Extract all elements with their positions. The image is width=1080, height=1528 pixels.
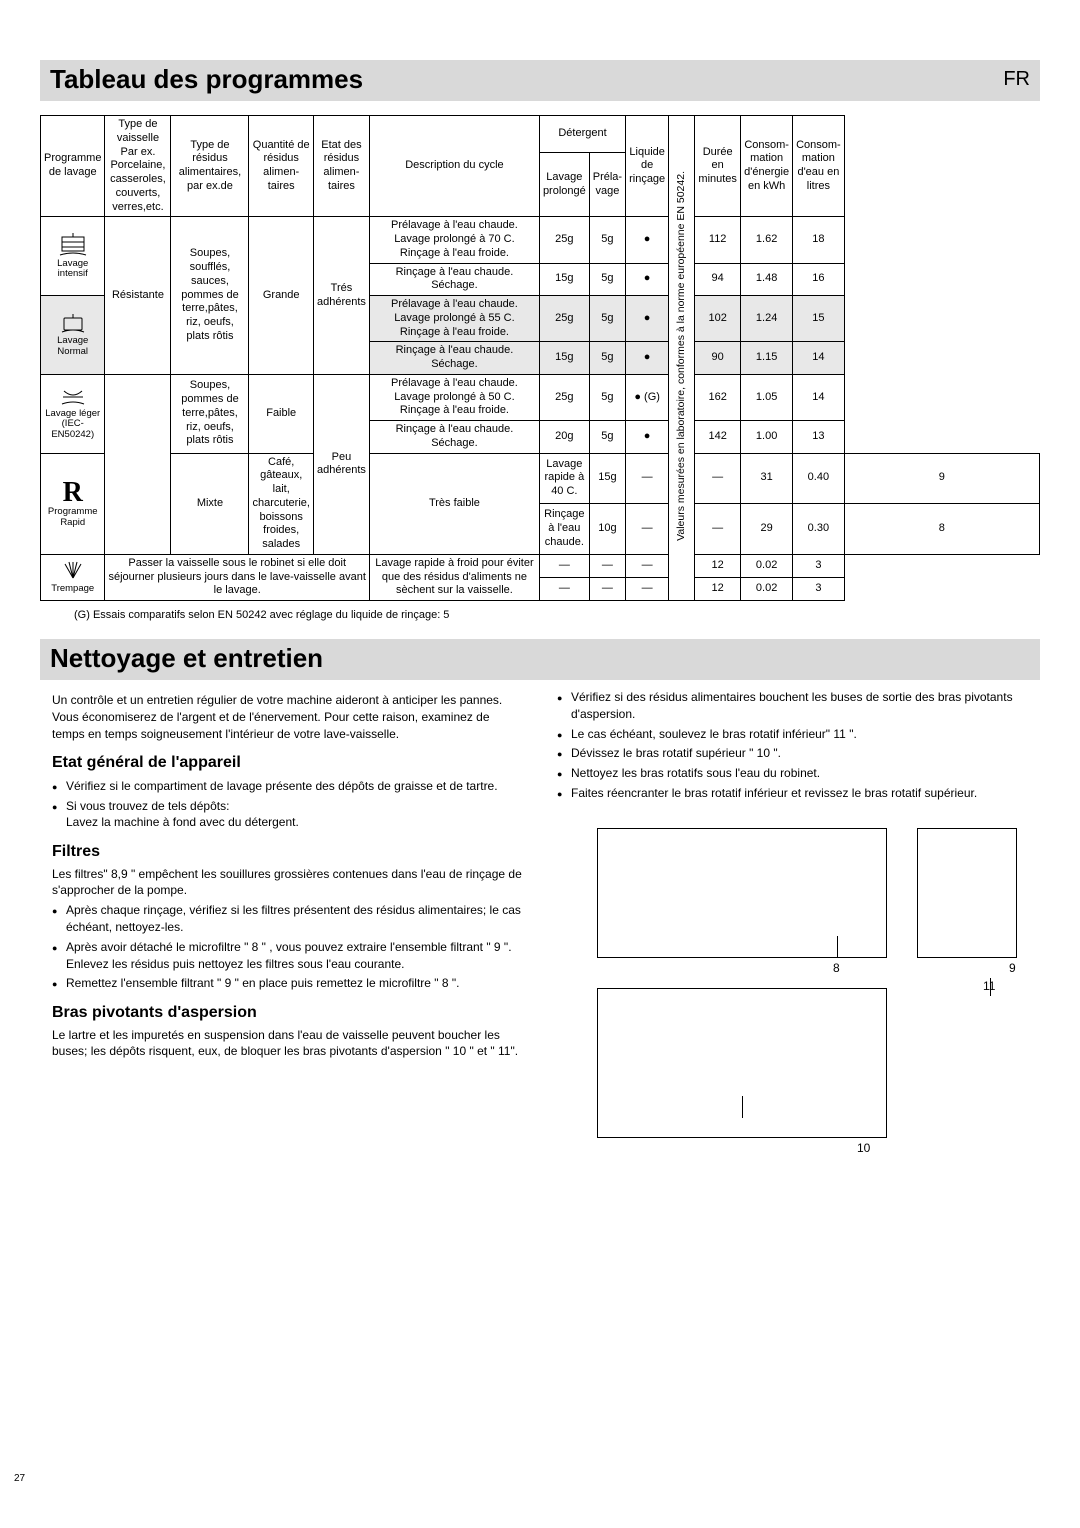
h-bras: Bras pivotants d'aspersion [52, 1002, 523, 1024]
th-eau: Consom- mation d'eau en litres [793, 116, 845, 217]
th-state: Etat des résidus alimen- taires [313, 116, 369, 217]
list-item: Remettez l'ensemble filtrant " 9 " en pl… [66, 975, 523, 992]
title-cleaning: Nettoyage et entretien [50, 643, 323, 674]
label-9: 9 [1009, 960, 1016, 977]
th-liq: Liquide de rinçage [626, 116, 669, 217]
diagram-box-8 [597, 828, 887, 958]
th-en: Consom- mation d'énergie en kWh [741, 116, 793, 217]
state-tres: Trés adhérents [313, 217, 369, 375]
desc-g: Lavage rapide à 40 C. [539, 453, 589, 504]
table-row: Trempage Passer la vaisselle sous le rob… [41, 554, 1040, 577]
section-header-programs: Tableau des programmes FR [40, 60, 1040, 101]
th-lav: Lavage prolongé [539, 153, 589, 217]
pot-icon [59, 312, 87, 334]
prog-normal: Lavage Normal [41, 296, 105, 375]
list-item: Si vous trouvez de tels dépôts: Lavez la… [66, 798, 523, 832]
footnote: (G) Essais comparatifs selon EN 50242 av… [74, 609, 1040, 621]
qty-tfaible: Très faible [369, 453, 539, 554]
list-item: Après avoir détaché le microfiltre " 8 "… [66, 939, 523, 973]
table-row: Lavage intensif Résistante Soupes, souff… [41, 217, 1040, 263]
th-qty: Quantité de résidus alimen- taires [249, 116, 313, 217]
intro-text: Un contrôle et un entretien régulier de … [52, 692, 523, 742]
bras-p: Le lartre et les impuretés en suspension… [52, 1027, 523, 1061]
qty-faible: Faible [249, 374, 313, 453]
dot-icon [644, 430, 651, 442]
res-b: Soupes, pommes de terre,pâtes, riz, oeuf… [171, 374, 249, 453]
dash-icon [602, 582, 613, 594]
list-item: Nettoyez les bras rotatifs sous l'eau du… [571, 765, 1028, 782]
type-mixte: Mixte [171, 453, 249, 554]
type-resistante: Résistante [105, 217, 171, 375]
label-8: 8 [833, 960, 840, 977]
dash-icon [642, 559, 653, 571]
desc-a: Prélavage à l'eau chaude. Lavage prolong… [369, 217, 539, 263]
dot-icon [644, 312, 651, 324]
list-item: Vérifiez si le compartiment de lavage pr… [66, 778, 523, 795]
th-prog: Programme de lavage [41, 116, 105, 217]
desc-c: Prélavage à l'eau chaude. Lavage prolong… [369, 296, 539, 342]
dash-icon [642, 522, 653, 534]
dash-icon [712, 471, 723, 483]
list-item: Faites réencranter le bras rotatif infér… [571, 785, 1028, 802]
prog-leger: Lavage léger (IEC- EN50242) [41, 374, 105, 453]
dot-icon [644, 233, 651, 245]
res-c: Café, gâteaux, lait, charcuterie, boisso… [249, 453, 313, 554]
programs-table: Programme de lavage Type de vaisselle Pa… [40, 115, 1040, 601]
dot-icon [634, 391, 641, 403]
language-tag: FR [1003, 68, 1030, 91]
left-column: Un contrôle et un entretien régulier de … [52, 686, 523, 1148]
page-number: 27 [14, 1473, 25, 1484]
list-item: Le cas échéant, soulevez le bras rotatif… [571, 726, 1028, 743]
dash-icon [712, 522, 723, 534]
h-etat: Etat général de l'appareil [52, 752, 523, 774]
h-filtres: Filtres [52, 841, 523, 863]
filtres-p: Les filtres" 8,9 " empêchent les souillu… [52, 866, 523, 900]
list-item: Après chaque rinçage, vérifiez si les fi… [66, 902, 523, 936]
list-item: Dévissez le bras rotatif supérieur " 10 … [571, 745, 1028, 762]
dash-icon [602, 559, 613, 571]
desc-d: Rinçage à l'eau chaude. Séchage. [369, 342, 539, 375]
list-item: Vérifiez si des résidus alimentaires bou… [571, 689, 1028, 723]
th-desc: Description du cycle [369, 116, 539, 217]
th-res: Type de résidus alimentaires, par ex.de [171, 116, 249, 217]
th-pre: Préla- vage [589, 153, 625, 217]
section-header-cleaning: Nettoyage et entretien [40, 639, 1040, 680]
dot-icon [644, 351, 651, 363]
th-dur: Durée en minutes [695, 116, 741, 217]
title-programs: Tableau des programmes [50, 64, 363, 95]
desc-b: Rinçage à l'eau chaude. Séchage. [369, 263, 539, 296]
label-10: 10 [857, 1140, 870, 1157]
rapid-icon: R [63, 479, 83, 507]
state-peu: Peu adhérents [313, 374, 369, 554]
dash-icon [642, 582, 653, 594]
th-norm: Valeurs mesurées en laboratoire, conform… [669, 116, 695, 601]
prog-rapid: R Programme Rapid [41, 453, 105, 554]
th-det: Détergent [539, 116, 625, 153]
dash-icon [642, 471, 653, 483]
dot-icon [644, 272, 651, 284]
prog-trempage: Trempage [41, 554, 105, 600]
spray-icon [59, 560, 87, 582]
desc-e: Prélavage à l'eau chaude. Lavage prolong… [369, 374, 539, 420]
bowl-icon [59, 387, 87, 407]
res-a: Soupes, soufflés, sauces, pommes de terr… [171, 217, 249, 375]
label-11: 11 [983, 978, 995, 995]
desc-h: Rinçage à l'eau chaude. [539, 504, 589, 555]
desc-f: Rinçage à l'eau chaude. Séchage. [369, 421, 539, 454]
table-row: R Programme Rapid Mixte Café, gâteaux, l… [41, 453, 1040, 504]
rack-strong-icon [59, 233, 87, 257]
diagram-box-9 [917, 828, 1017, 958]
table-row: Lavage léger (IEC- EN50242) Soupes, pomm… [41, 374, 1040, 420]
trempage-pre: Passer la vaisselle sous le robinet si e… [105, 554, 369, 600]
th-type: Type de vaisselle Par ex. Porcelaine, ca… [105, 116, 171, 217]
diagram: 8 9 11 10 [557, 828, 1028, 1148]
trempage-desc: Lavage rapide à froid pour éviter que de… [369, 554, 539, 600]
qty-grande: Grande [249, 217, 313, 375]
prog-intensif: Lavage intensif [41, 217, 105, 296]
dash-icon [559, 559, 570, 571]
right-column: Vérifiez si des résidus alimentaires bou… [557, 686, 1028, 1148]
dash-icon [559, 582, 570, 594]
